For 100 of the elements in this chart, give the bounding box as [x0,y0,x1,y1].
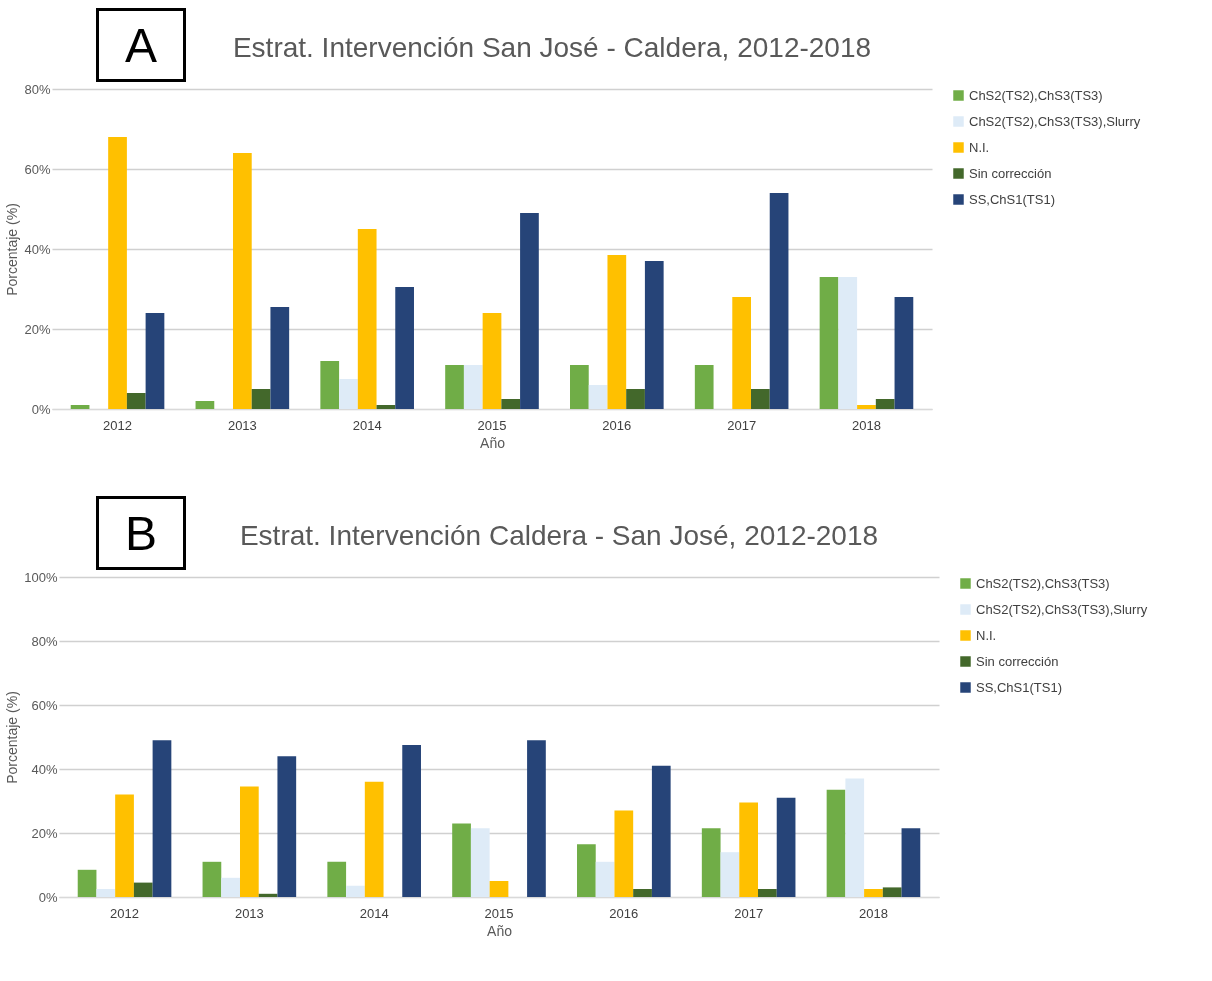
bar [758,889,777,897]
x-tick-label: 2017 [727,417,757,433]
bar [882,887,902,897]
y-tick-label: 100% [24,569,58,585]
text: A [96,8,186,82]
x-tick-label: 2013 [227,417,257,433]
bar [845,778,865,897]
bar [875,399,895,409]
bar [720,852,740,897]
x-tick-label: 2015 [484,905,514,921]
chart-title: Estrat. Intervención Caldera - San José, 2012-2018 [239,520,879,551]
legend-label: ChS2(TS2),ChS3(TS3) [969,87,1103,103]
text: B [96,496,186,570]
bar [489,881,509,897]
bar [463,365,483,409]
legend-label: SS,ChS1(TS1) [976,679,1062,695]
bar [357,229,377,409]
bar [70,405,90,409]
bar [644,261,664,409]
bar [96,889,116,897]
bar [195,401,215,409]
bar [470,828,490,897]
bar [445,365,464,409]
y-tick-label: 60% [24,161,51,177]
bar [202,861,222,897]
y-axis-title: Porcentaje (%) [4,691,21,784]
bar [626,389,645,409]
bar [232,153,252,409]
bar [452,823,471,897]
legend-label: ChS2(TS2),ChS3(TS3),Slurry [969,113,1141,129]
bar [501,399,521,409]
bar [838,277,858,409]
bar [527,740,546,897]
x-tick-label: 2014 [352,417,382,433]
bar [133,882,153,897]
bar [145,313,165,409]
bar [701,828,721,897]
y-tick-label: 40% [31,761,58,777]
bar [751,389,770,409]
x-tick-label: 2013 [234,905,264,921]
bar [77,869,97,897]
x-tick-label: 2016 [609,905,639,921]
bar [152,740,172,897]
legend-label: ChS2(TS2),ChS3(TS3),Slurry [976,601,1148,617]
bar [364,781,384,897]
bar [482,313,502,409]
legend-label: N.I. [976,627,997,643]
bar [239,786,259,897]
y-tick-label: 40% [24,241,51,257]
bar [346,885,365,897]
bar [826,789,846,897]
x-tick-label: 2012 [103,417,132,433]
bar [595,861,615,897]
bar [221,877,240,897]
bar [270,307,290,409]
y-tick-label: 0% [31,401,51,417]
bar [577,844,596,897]
bar [732,297,752,409]
legend-label: Sin corrección [969,165,1052,181]
legend-label: Sin corrección [976,653,1059,669]
y-tick-label: 0% [38,889,58,905]
bar [739,802,759,897]
bar [395,287,414,409]
bar [402,745,421,897]
legend-label: ChS2(TS2),ChS3(TS3) [976,575,1110,591]
bar [607,255,627,409]
bar [258,893,278,897]
y-tick-label: 20% [31,825,58,841]
x-tick-label: 2015 [477,417,507,433]
y-axis-title: Porcentaje (%) [4,203,21,296]
legend-label: SS,ChS1(TS1) [969,191,1055,207]
bar [776,797,796,897]
chart-title: Estrat. Intervención San José - Caldera, 2012-2018 [232,32,872,63]
bar [769,193,789,409]
bar [588,385,608,409]
bar [694,365,714,409]
bar [115,794,134,897]
x-tick-label: 2016 [602,417,632,433]
x-tick-label: 2018 [859,905,888,921]
bar [339,379,358,409]
legend-label: N.I. [969,139,990,155]
bar [864,889,883,897]
x-axis-title: Año [487,922,513,939]
bar [108,137,127,409]
bar [520,213,539,409]
bar [320,361,340,409]
bar [614,810,634,897]
bar [901,828,921,897]
bar [277,756,297,897]
bar [857,405,876,409]
x-tick-label: 2017 [734,905,764,921]
bar [633,889,652,897]
x-tick-label: 2018 [852,417,881,433]
bar [570,365,589,409]
y-tick-label: 20% [24,321,51,337]
bar [819,277,839,409]
bar [651,765,671,897]
x-tick-label: 2014 [359,905,389,921]
bar [251,389,271,409]
x-tick-label: 2012 [110,905,139,921]
